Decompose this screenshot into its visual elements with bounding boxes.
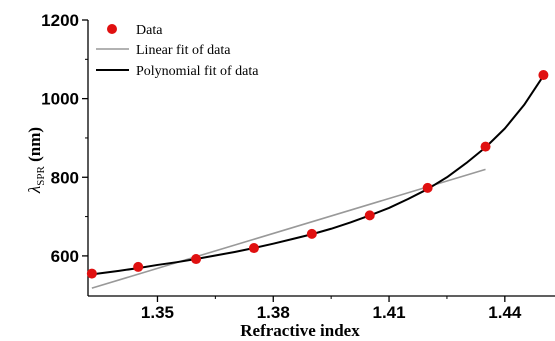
y-tick-label: 1000 [41, 90, 79, 109]
x-tick-label: 1.35 [141, 303, 174, 322]
data-point [422, 182, 433, 193]
y-axis-title: λSPR (nm) [25, 127, 47, 194]
data-point [248, 243, 259, 254]
data-point [538, 70, 549, 81]
y-tick-label: 1200 [41, 11, 79, 30]
x-tick-label: 1.41 [372, 303, 405, 322]
legend-label: Data [136, 23, 163, 38]
y-axis-title-subscript: SPR [35, 165, 47, 185]
series-layer [86, 70, 549, 289]
y-tick-label: 600 [51, 247, 79, 266]
y-tick-label: 800 [51, 168, 79, 187]
data-point [86, 268, 97, 279]
x-axis-title: Refractive index [240, 321, 360, 340]
polynomial-fit-line [91, 75, 545, 276]
data-point [133, 261, 144, 272]
y-axis-title-unit: (nm) [25, 127, 44, 166]
data-point [364, 210, 375, 221]
x-tick-label: 1.38 [257, 303, 290, 322]
data-point [191, 254, 202, 265]
y-axis-title-symbol: λ [25, 186, 44, 194]
y-ticks: 600 800 1000 1200 [41, 11, 88, 266]
legend: Data Linear fit of data Polynomial fit of … [96, 23, 259, 79]
x-tick-label: 1.44 [488, 303, 522, 322]
data-point [306, 228, 317, 239]
data-point [480, 141, 491, 152]
plot-frame [87, 20, 555, 297]
x-ticks: 1.35 1.38 1.41 1.44 [141, 296, 522, 322]
legend-label: Polynomial fit of data [136, 64, 259, 79]
legend-marker-data [107, 24, 117, 34]
legend-label: Linear fit of data [136, 43, 231, 58]
linear-fit-line [91, 168, 486, 289]
